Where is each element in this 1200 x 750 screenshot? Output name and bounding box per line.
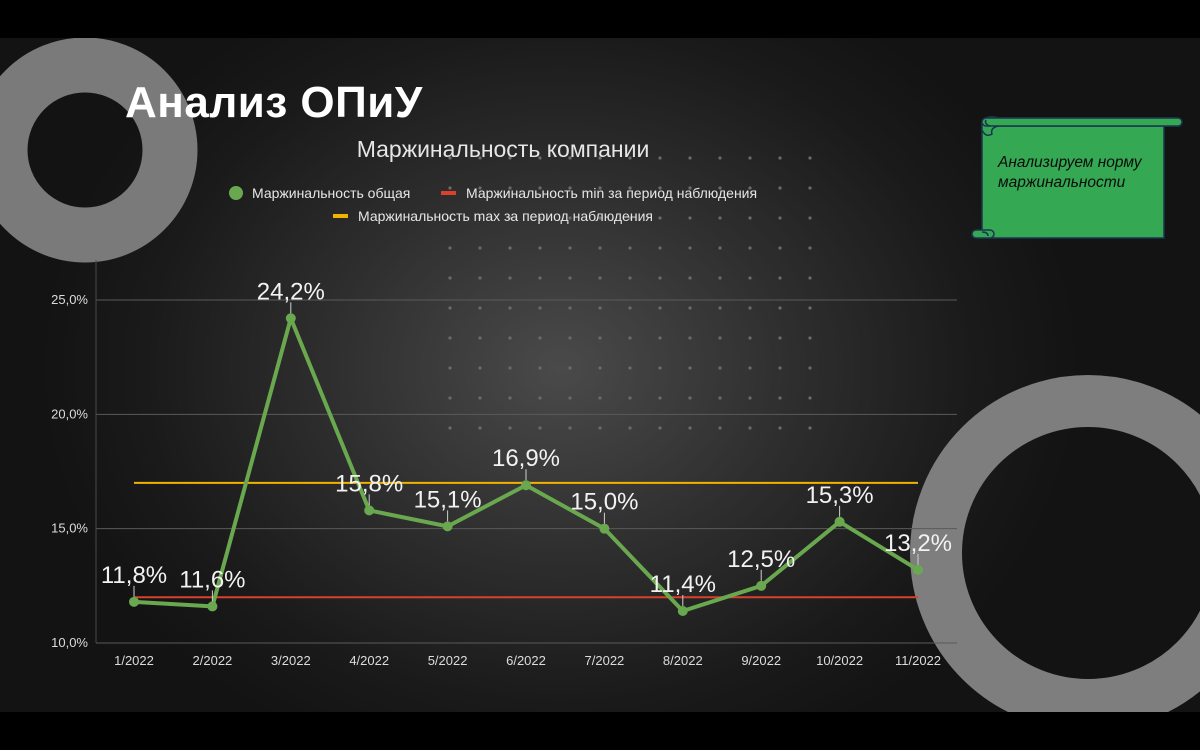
x-tick-label: 1/2022 <box>114 653 154 668</box>
note-scroll <box>971 115 1183 239</box>
x-tick-label: 8/2022 <box>663 653 703 668</box>
y-tick-label: 10,0% <box>51 635 88 650</box>
data-point <box>677 605 688 616</box>
data-point <box>207 601 218 612</box>
y-tick-label: 20,0% <box>51 406 88 421</box>
y-tick-label: 15,0% <box>51 521 88 536</box>
data-point <box>599 523 610 534</box>
data-label: 15,8% <box>335 470 403 497</box>
legend-marker-min <box>441 191 456 195</box>
data-label: 24,2% <box>257 278 325 305</box>
data-point <box>364 505 375 516</box>
slide-heading: Анализ ОПиУ <box>125 78 423 127</box>
x-tick-label: 3/2022 <box>271 653 311 668</box>
data-point <box>129 596 139 607</box>
x-tick-label: 10/2022 <box>816 653 863 668</box>
data-label: 15,0% <box>570 489 638 516</box>
data-point <box>285 313 296 324</box>
legend-label-general: Маржинальность общая <box>252 185 410 201</box>
data-label: 15,3% <box>806 482 874 509</box>
data-label: 16,9% <box>492 445 560 472</box>
x-tick-label: 2/2022 <box>193 653 233 668</box>
chart-title: Маржинальность компании <box>357 136 650 162</box>
data-point <box>756 580 767 591</box>
legend-label-max: Маржинальность max за период наблюдения <box>358 208 653 224</box>
x-tick-label: 4/2022 <box>349 653 389 668</box>
data-label: 13,2% <box>884 530 952 557</box>
data-label: 12,5% <box>727 546 795 573</box>
legend-label-min: Маржинальность min за период наблюдения <box>466 185 757 201</box>
legend-marker-general <box>229 186 243 200</box>
data-label: 15,1% <box>414 486 482 513</box>
x-tick-label: 6/2022 <box>506 653 546 668</box>
note-text: Анализируем норму маржинальности <box>998 154 1142 191</box>
y-tick-label: 25,0% <box>51 292 88 307</box>
x-tick-label: 7/2022 <box>585 653 625 668</box>
data-point <box>913 564 923 575</box>
data-point <box>442 521 453 532</box>
data-label: 11,8% <box>101 562 167 589</box>
x-tick-label: 5/2022 <box>428 653 468 668</box>
x-tick-label: 9/2022 <box>741 653 781 668</box>
data-point <box>521 480 531 491</box>
legend-marker-max <box>333 214 348 218</box>
data-point <box>834 516 845 527</box>
data-label: 11,4% <box>650 571 716 598</box>
data-label: 11,6% <box>179 566 245 593</box>
x-tick-label: 11/2022 <box>895 653 941 668</box>
